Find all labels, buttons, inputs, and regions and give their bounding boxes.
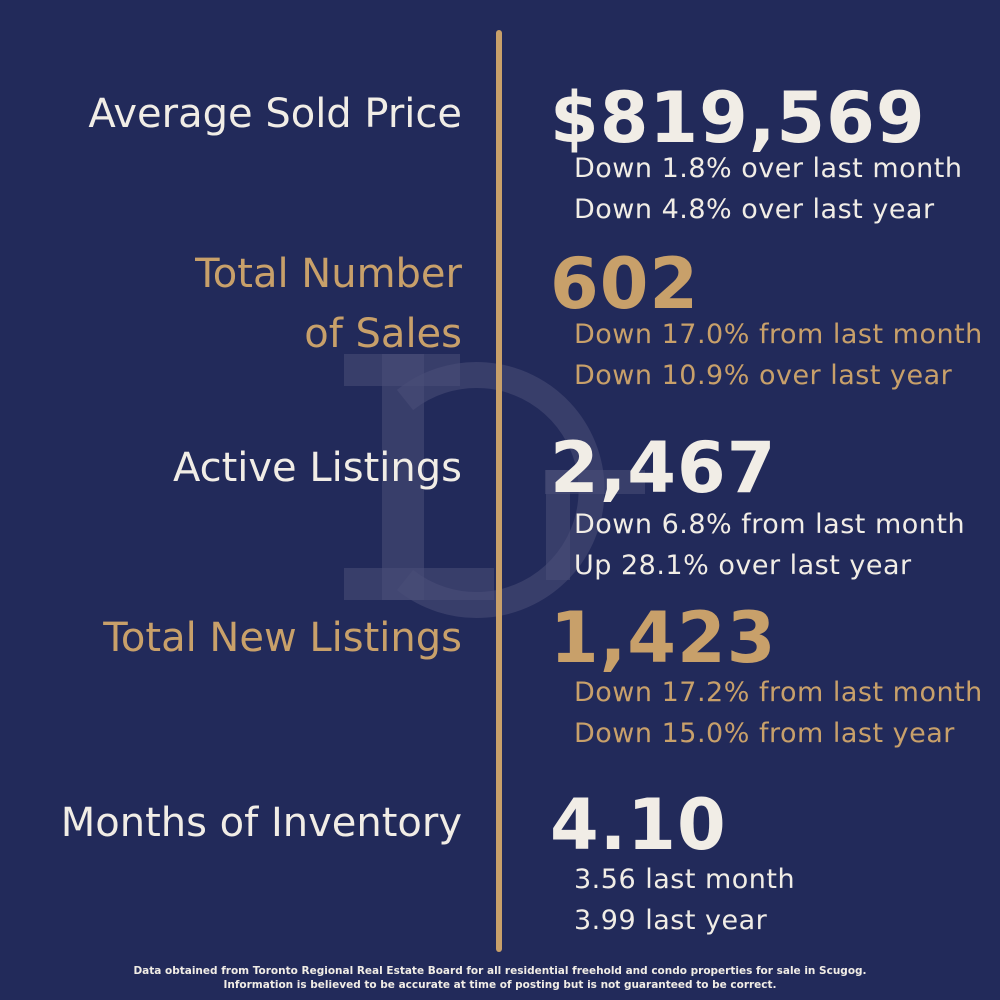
- active-listings-value: 2,467: [550, 427, 777, 509]
- total-new-listings-monthly-change: Down 17.2% from last month: [574, 677, 983, 708]
- total-sales-monthly-change: Down 17.0% from last month: [574, 319, 983, 350]
- average-sold-price-value: $819,569: [550, 77, 926, 159]
- disclaimer-line-2: Information is believed to be accurate a…: [223, 979, 777, 991]
- total-sales-label-line1: Total Number: [195, 251, 462, 297]
- active-listings-monthly-change: Down 6.8% from last month: [574, 509, 966, 540]
- months-of-inventory-last-month: 3.56 last month: [574, 864, 796, 895]
- lc-monogram-watermark: [344, 354, 645, 618]
- months-of-inventory-label: Months of Inventory: [60, 800, 462, 846]
- total-sales-value: 602: [550, 243, 700, 325]
- active-listings-label: Active Listings: [172, 445, 462, 491]
- disclaimer-line-1: Data obtained from Toronto Regional Real…: [133, 965, 867, 977]
- total-sales-yearly-change: Down 10.9% over last year: [574, 360, 953, 391]
- center-divider: [496, 30, 502, 952]
- active-listings-yearly-change: Up 28.1% over last year: [574, 550, 912, 581]
- average-sold-price-monthly-change: Down 1.8% over last month: [574, 153, 963, 184]
- months-of-inventory-value: 4.10: [550, 784, 727, 866]
- total-sales-label-line2: of Sales: [304, 311, 462, 357]
- average-sold-price-yearly-change: Down 4.8% over last year: [574, 194, 935, 225]
- total-new-listings-yearly-change: Down 15.0% from last year: [574, 718, 955, 749]
- data-source-disclaimer: Data obtained from Toronto Regional Real…: [0, 964, 1000, 992]
- months-of-inventory-last-year: 3.99 last year: [574, 905, 768, 936]
- total-new-listings-label: Total New Listings: [103, 615, 462, 661]
- average-sold-price-label: Average Sold Price: [88, 91, 462, 137]
- total-new-listings-value: 1,423: [550, 597, 777, 679]
